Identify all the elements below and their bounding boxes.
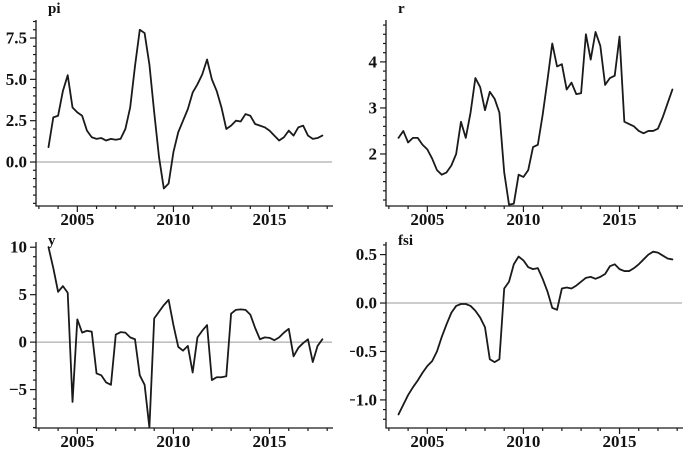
- y-tick-label: 0.0: [356, 294, 377, 313]
- chart-panel-y: 2005 2010 2015 −5 0 5 10 y: [0, 230, 350, 459]
- chart-panel-r: 2005 2010 2015 2 3 4 r: [350, 0, 700, 230]
- y-tick-label: −0.5: [350, 342, 377, 361]
- series-line-fsi: [397, 250, 674, 416]
- series-line-r: [397, 31, 674, 206]
- y-tick-label: −5: [9, 380, 27, 399]
- y-tick-label: 3: [369, 98, 378, 117]
- y-tick-label: 2: [369, 144, 378, 163]
- chart-svg-r: 2005 2010 2015 2 3 4: [369, 20, 683, 229]
- x-tick-label: 2010: [506, 210, 540, 229]
- axes-line: [385, 242, 683, 429]
- y-tick-label: −1.0: [350, 390, 377, 409]
- x-tick-label: 2010: [506, 432, 540, 451]
- series-line-pi: [47, 28, 324, 190]
- chart-panel-fsi: 2005 2010 2015 −1.0 −0.5 0.0 0.5 fsi: [350, 230, 700, 459]
- chart-svg-y: 2005 2010 2015 −5 0 5 10: [9, 238, 333, 451]
- chart-svg-fsi: 2005 2010 2015 −1.0 −0.5 0.0 0.5: [350, 242, 683, 451]
- axes-line: [35, 20, 333, 207]
- y-tick-label: 10: [10, 238, 27, 257]
- y-tick-label: 7.5: [6, 29, 27, 48]
- x-tick-label: 2005: [60, 210, 94, 229]
- y-tick-label: 2.5: [6, 111, 27, 130]
- y-tick-label: 4: [369, 52, 378, 71]
- y-tick-label: 5: [19, 285, 28, 304]
- y-tick-label: 5.0: [6, 70, 27, 89]
- x-tick-label: 2005: [410, 432, 444, 451]
- x-tick-label: 2015: [603, 210, 637, 229]
- chart-panel-pi: 2005 2010 2015 0.0 2.5 5.0 7.5 pi: [0, 0, 350, 230]
- x-tick-label: 2005: [60, 432, 94, 451]
- x-tick-label: 2005: [410, 210, 444, 229]
- series-line-y: [47, 246, 324, 429]
- y-tick-label: 0: [19, 333, 28, 352]
- y-tick-label: 0.5: [356, 245, 377, 264]
- y-tick-label: 0.0: [6, 153, 27, 172]
- axes-line: [35, 242, 333, 429]
- axes-line: [385, 20, 683, 207]
- x-tick-label: 2015: [253, 432, 287, 451]
- x-tick-label: 2010: [156, 210, 190, 229]
- x-tick-label: 2015: [253, 210, 287, 229]
- chart-svg-pi: 2005 2010 2015 0.0 2.5 5.0 7.5: [6, 20, 333, 229]
- x-tick-label: 2015: [603, 432, 637, 451]
- x-tick-label: 2010: [156, 432, 190, 451]
